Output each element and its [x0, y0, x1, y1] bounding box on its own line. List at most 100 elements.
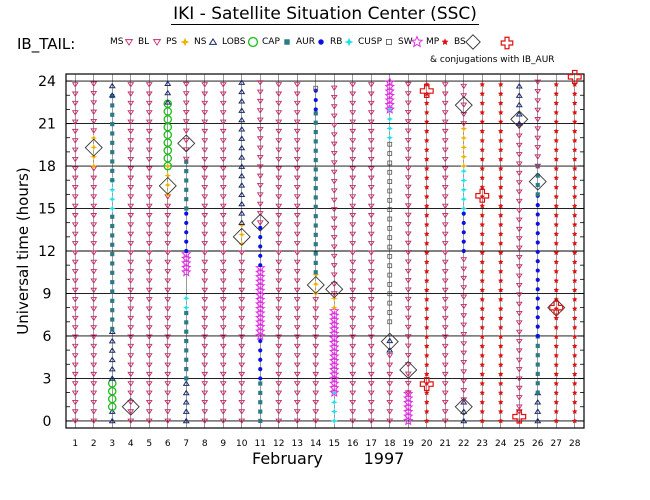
legend-item-cusp: CUSP [358, 37, 392, 47]
mark-mp [553, 100, 560, 106]
mark-ms [330, 94, 338, 101]
mark-rb [460, 167, 468, 175]
mark-mp [423, 137, 430, 144]
mark-ns [108, 82, 116, 89]
mark-ms [330, 272, 338, 278]
mark-ms [238, 334, 246, 340]
y-tick-label: 24 [38, 74, 56, 90]
mark-ms [386, 362, 394, 369]
mark-rb [182, 304, 190, 312]
mark-mp [553, 268, 560, 274]
mark-cap [110, 252, 115, 257]
mark-ms [349, 138, 357, 144]
mark-ms [145, 353, 153, 359]
mark-ms [145, 175, 153, 182]
mark-ms [441, 343, 449, 350]
mark-ms [441, 390, 449, 397]
mark-mp [423, 408, 430, 415]
mark-ms [275, 250, 283, 256]
mark-ms [293, 138, 301, 144]
mark-ms [127, 175, 135, 182]
mark-cap [535, 182, 540, 188]
mark-ms [71, 231, 79, 238]
mark-ps [90, 143, 98, 151]
x-tick-label: 19 [403, 439, 415, 449]
mark-aur [258, 338, 263, 344]
mark-mp [497, 305, 504, 312]
mark-aur [313, 88, 318, 93]
mark-ms [201, 156, 209, 163]
mark-cap [535, 371, 540, 376]
mark-mp [423, 343, 430, 349]
mark-ms [145, 259, 153, 266]
mark-ms [201, 138, 209, 144]
mark-ms [90, 175, 98, 182]
x-tick-label: 3 [109, 439, 115, 449]
mark-ms [201, 409, 209, 415]
mark-ms [441, 119, 449, 126]
mark-ms [145, 418, 153, 425]
day-column-18 [384, 76, 395, 425]
mark-ms [90, 213, 98, 219]
mark-mp [423, 156, 430, 162]
mark-ms [90, 418, 98, 425]
mark-aur [461, 230, 466, 235]
mark-ms [441, 166, 449, 172]
mark-ms [367, 287, 375, 294]
mark-ms [201, 297, 209, 303]
mark-mp [479, 258, 486, 265]
x-tick-label: 4 [128, 439, 134, 449]
mark-ns [534, 398, 542, 405]
mark-sw [403, 397, 414, 408]
mark-ms [293, 110, 301, 116]
mark-ms [201, 185, 209, 191]
mark-ms [127, 203, 135, 210]
mark-rb [386, 134, 394, 142]
mark-mp [553, 184, 560, 190]
mark-ms [201, 110, 209, 116]
mark-ms [367, 399, 375, 406]
mark-ms [349, 110, 357, 116]
mark-ms [182, 109, 190, 116]
mark-ms [127, 390, 135, 397]
mark-ms [90, 399, 98, 406]
mark-sw [384, 103, 395, 114]
mark-ms [201, 259, 209, 266]
mark-ms [367, 353, 375, 359]
legend-marker-ms [124, 39, 134, 46]
mark-ms [441, 213, 449, 219]
mark-ms [367, 203, 375, 210]
mark-ms [312, 390, 320, 397]
mark-ms [238, 287, 246, 294]
mark-mp [553, 417, 560, 424]
mark-cap [110, 159, 115, 164]
mark-ms [164, 213, 172, 219]
mark-rb [460, 177, 468, 184]
mark-ms [367, 418, 375, 425]
mark-ms [312, 362, 320, 369]
mark-ms [127, 278, 135, 284]
mark-ms [441, 334, 449, 340]
mark-ms [164, 287, 172, 294]
mark-ms [71, 166, 79, 172]
mark-aur [258, 263, 263, 268]
mark-ms [145, 194, 153, 200]
mark-mp [497, 202, 504, 209]
mark-ms [201, 203, 209, 210]
mark-mp [571, 90, 578, 97]
mark-ms [515, 254, 523, 261]
mark-mp [497, 137, 504, 144]
mark-ms [90, 241, 98, 247]
mark-ns [164, 99, 172, 105]
mark-ms [293, 250, 301, 256]
x-tick-label: 10 [236, 439, 248, 449]
mark-ms [256, 80, 264, 86]
mark-aur [535, 296, 540, 301]
mark-ms [201, 278, 209, 284]
mark-mp [479, 156, 486, 162]
day-column-23 [479, 81, 486, 424]
mark-ms [145, 156, 153, 163]
mark-ms [145, 343, 153, 350]
mark-ms [349, 269, 357, 275]
mark-ms [349, 119, 357, 126]
